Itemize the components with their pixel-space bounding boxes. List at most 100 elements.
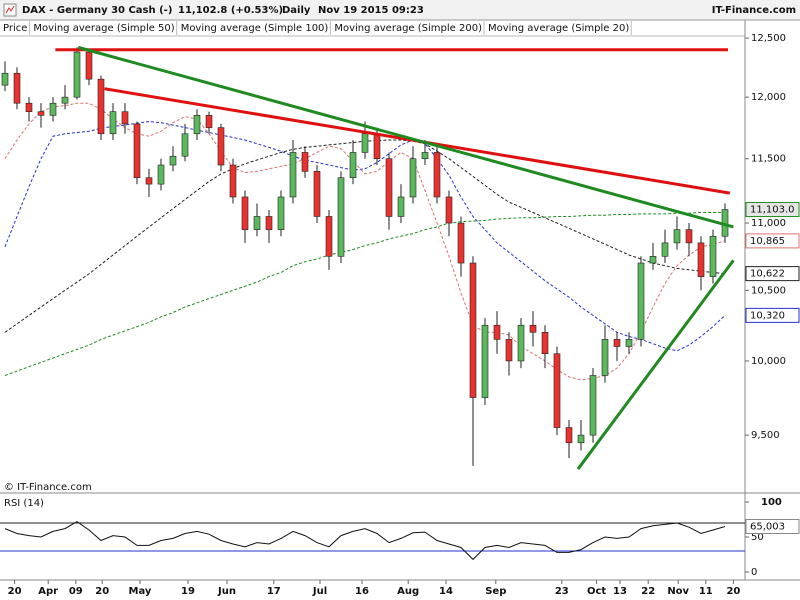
candle-body [457, 222, 465, 264]
candle-body [433, 152, 441, 198]
candle-body [13, 72, 21, 104]
candle-body [121, 111, 129, 125]
last-value-label: 11,103.0 [750, 205, 795, 216]
candle-body [601, 339, 609, 376]
candle-body [421, 152, 429, 160]
candle-body [673, 229, 681, 244]
candle-body [97, 78, 105, 135]
candle-body [589, 375, 597, 436]
candle-body [229, 164, 237, 198]
candle-body [541, 331, 549, 355]
x-tick-label: 20 [95, 586, 109, 597]
candle-body [697, 242, 705, 277]
candle-body [205, 115, 213, 128]
candle-body [277, 196, 285, 230]
trendline [576, 259, 735, 470]
last-value-label: 10,622 [750, 269, 785, 280]
x-tick-label: 19 [181, 586, 195, 597]
x-tick-label: 14 [439, 586, 453, 597]
candle-body [145, 177, 153, 185]
legend-entry: Moving average (Simple 200) [334, 23, 482, 34]
x-tick-label: May [129, 586, 152, 597]
x-tick-label: Oct [587, 586, 606, 597]
x-tick-label: 13 [613, 586, 627, 597]
candle-body [289, 152, 297, 198]
candle-body [385, 158, 393, 217]
period: Daily [282, 5, 311, 16]
quote: 11,102.8 (+0.53%) [178, 5, 283, 16]
rsi-line [4, 521, 726, 561]
rsi-tick-label: 100 [761, 497, 782, 508]
candle-body [397, 196, 405, 217]
x-tick-label: 09 [69, 586, 83, 597]
legend-entry: Price [3, 23, 27, 34]
legend-entry: Moving average (Simple 100) [181, 23, 329, 34]
candle-body [265, 216, 273, 230]
x-tick-label: 23 [555, 586, 569, 597]
candle-body [361, 133, 369, 153]
x-tick-label: 11 [699, 586, 713, 597]
candle-body [301, 152, 309, 172]
candle-body [25, 102, 33, 112]
candle-body [661, 242, 669, 257]
y-tick-label: 10,500 [751, 285, 786, 296]
legend-entry: Moving average (Simple 20) [488, 23, 629, 34]
y-tick-label: 12,000 [751, 92, 786, 103]
legend-entry: Moving average (Simple 50) [33, 23, 174, 34]
candle-body [709, 235, 717, 277]
last-value-box [745, 233, 800, 249]
candle-body [637, 262, 645, 340]
footer: © IT-Finance.com [4, 482, 92, 493]
candle-body [181, 133, 189, 157]
candle-body [241, 196, 249, 230]
candle-body [517, 324, 525, 362]
x-tick-label: Aug [397, 586, 419, 597]
x-tick-label: 20 [8, 586, 22, 597]
candle-body [49, 102, 57, 116]
last-value-label: 10,320 [750, 310, 785, 321]
candle-body [193, 115, 201, 135]
y-tick-label: 9,500 [751, 430, 780, 441]
candle-body [565, 427, 573, 444]
candle-body [325, 216, 333, 257]
last-value-label: 65,003 [750, 521, 785, 532]
candle-body [577, 434, 585, 444]
rsi-tick-label: 0 [751, 567, 757, 578]
candle-body [685, 229, 693, 244]
x-tick-label: Jul [312, 586, 327, 597]
x-tick-label: 22 [641, 586, 655, 597]
header-bar [0, 0, 800, 20]
candle-body [1, 72, 9, 86]
candle-body [133, 123, 141, 179]
candle-body [529, 324, 537, 333]
candle-body [469, 262, 477, 398]
trendline [77, 45, 734, 229]
candle-body [217, 127, 225, 166]
x-tick-label: Jun [217, 586, 236, 597]
candle-body [61, 96, 69, 104]
y-tick-label: 11,000 [751, 218, 786, 229]
candle-body [313, 171, 321, 217]
candle-body [169, 155, 177, 166]
candle-body [445, 196, 453, 224]
y-tick-label: 12,500 [751, 33, 786, 44]
rsi-tick-label: 50 [751, 532, 764, 543]
moving-average [4, 212, 725, 376]
icon-glyph [5, 5, 15, 14]
x-tick-label: 17 [267, 586, 281, 597]
candle-body [409, 158, 417, 198]
candle-body [625, 339, 633, 347]
rsi-title: RSI (14) [4, 498, 44, 509]
candle-body [373, 133, 381, 160]
last-value-box [745, 266, 800, 282]
x-tick-label: 16 [355, 586, 369, 597]
candle-body [337, 177, 345, 257]
x-tick-label: 20 [726, 586, 740, 597]
candle-body [157, 164, 165, 185]
chart-title: DAX - Germany 30 Cash (-) [22, 5, 172, 16]
candle-body [349, 152, 357, 179]
candle-body [505, 339, 513, 362]
candle-body [493, 324, 501, 340]
candle-body [253, 216, 261, 230]
